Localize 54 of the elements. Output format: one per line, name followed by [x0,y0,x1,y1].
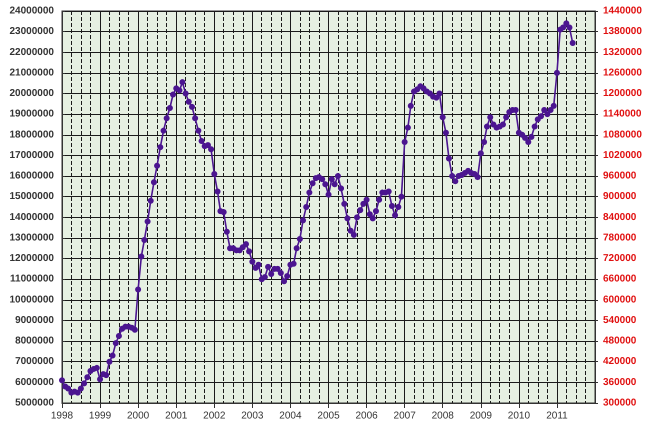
y2-tick-label: 540000 [603,314,637,326]
y-tick-label: 17000000 [10,150,54,161]
y2-tick-label: 360000 [603,376,637,388]
y-tick-label: 23000000 [10,26,54,38]
y2-tick-label: 1320000 [603,46,642,58]
y-tick-label: 13000000 [10,232,54,244]
x-tick-label: 2003 [241,410,264,422]
x-tick-label: 1999 [88,410,112,422]
y-tick-label: 5000000 [15,398,54,408]
y-tick-label: 16000000 [10,170,54,182]
y2-tick-label: 1440000 [603,6,642,16]
y2-tick-label: 1380000 [603,26,642,38]
y2-tick-label: 660000 [603,274,637,285]
y2-tick-label: 1020000 [603,150,642,161]
x-tick-label: 2000 [126,410,150,422]
y-tick-label: 20000000 [10,88,54,100]
x-tick-label: 2010 [508,410,530,422]
y2-tick-label: 720000 [603,253,637,264]
x-tick-label: 2007 [394,410,416,422]
y-tick-label: 24000000 [10,6,54,16]
y2-tick-label: 900000 [603,191,637,202]
y-tick-label: 6000000 [15,376,54,388]
y2-tick-label: 300000 [603,398,637,408]
y2-tick-label: 960000 [603,170,637,182]
y2-tick-label: 1080000 [603,129,642,140]
y-tick-label: 9000000 [15,314,54,326]
x-tick-label: 2008 [432,410,454,422]
y2-tick-label: 600000 [603,294,637,306]
y2-tick-label: 480000 [603,336,637,347]
y2-tick-label: 840000 [603,212,637,223]
y-tick-label: 8000000 [15,336,54,347]
y-tick-label: 12000000 [10,253,54,264]
x-tick-label: 2009 [470,410,492,422]
y-tick-label: 15000000 [10,191,54,202]
x-tick-label: 2001 [165,410,188,422]
y-tick-label: 11000000 [10,274,54,285]
y-tick-label: 7000000 [15,356,54,368]
y2-tick-label: 1200000 [603,88,642,100]
x-tick-label: 2004 [279,410,302,422]
y2-tick-label: 780000 [603,232,637,244]
y2-tick-label: 1260000 [603,67,642,78]
y-tick-label: 14000000 [10,212,54,223]
y2-tick-label: 1140000 [603,108,642,120]
x-tick-label: 2006 [355,410,378,422]
y2-tick-label: 420000 [603,356,637,368]
y-tick-label: 19000000 [10,108,54,120]
x-tick-label: 2005 [317,410,340,422]
y-tick-label: 18000000 [10,129,54,140]
y-tick-label: 10000000 [10,294,54,306]
x-tick-label: 2002 [203,410,226,422]
x-tick-label: 2011 [546,410,568,422]
y-tick-label: 21000000 [10,67,54,78]
y-tick-label: 22000000 [10,46,54,58]
x-tick-label: 1998 [50,410,74,422]
